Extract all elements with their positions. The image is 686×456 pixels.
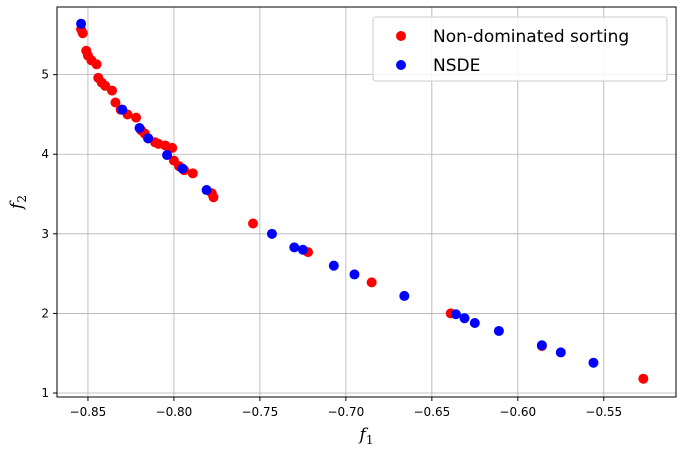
non-dominated-sorting-point (366, 277, 377, 288)
nsde-point (162, 150, 173, 161)
y-axis-label-sub: 2 (15, 195, 29, 203)
nsde-point (399, 290, 410, 301)
non-dominated-sorting-point (208, 192, 219, 203)
legend-marker-nsde (396, 60, 406, 70)
nsde-point (266, 228, 277, 239)
nsde-point (328, 260, 339, 271)
data-points (76, 18, 649, 384)
plot-frame (56, 6, 677, 398)
nsde-point (493, 325, 504, 336)
non-dominated-sorting-point (167, 142, 178, 153)
nsde-point (459, 313, 470, 324)
nsde-point (450, 309, 461, 320)
legend-label-non-dominated-sorting: Non-dominated sorting (433, 27, 629, 47)
nsde-point (469, 317, 480, 328)
non-dominated-sorting-point (187, 168, 198, 179)
non-dominated-sorting-point (248, 218, 259, 229)
nsde-point (76, 18, 87, 29)
non-dominated-sorting-point (91, 59, 102, 70)
x-tick-label: −0.75 (242, 405, 279, 419)
nsde-point (177, 163, 188, 174)
y-tick-label: 5 (41, 68, 49, 82)
y-tick-label: 2 (41, 306, 49, 320)
nsde-point (117, 104, 128, 115)
x-tick-label: −0.85 (70, 405, 107, 419)
non-dominated-sorting-point (107, 85, 118, 96)
x-tick-label: −0.55 (585, 405, 622, 419)
y-axis-label: f2 (7, 195, 29, 211)
legend-label-nsde: NSDE (433, 56, 480, 76)
non-dominated-sorting-point (110, 97, 121, 108)
x-axis-label-main: f (358, 425, 369, 445)
legend-marker-non-dominated-sorting (396, 31, 406, 41)
non-dominated-sorting-point (131, 112, 142, 123)
x-axis-label-sub: 1 (366, 433, 374, 447)
legend: Non-dominated sorting NSDE (372, 16, 668, 82)
x-tick-label: −0.80 (156, 405, 193, 419)
x-axis-label: f1 (358, 425, 374, 447)
nsde-point (349, 269, 360, 280)
y-tick-label: 1 (41, 386, 49, 400)
x-tick-label: −0.70 (327, 405, 364, 419)
axis-ticks: −0.85 −0.80 −0.75 −0.70 −0.65 −0.60 −0.55 1 2 3 4 5 (41, 68, 622, 419)
nsde-point (588, 357, 599, 368)
y-tick-label: 3 (41, 227, 49, 241)
nsde-point (297, 244, 308, 255)
non-dominated-sorting-point (77, 28, 88, 39)
x-tick-label: −0.60 (499, 405, 536, 419)
non-dominated-sorting-point (638, 373, 649, 384)
y-axis-label-main: f (7, 200, 27, 211)
nsde-point (289, 242, 300, 253)
nsde-point (143, 133, 154, 144)
nsde-point (134, 122, 145, 133)
nsde-point (555, 347, 566, 358)
nsde-point (536, 340, 547, 351)
x-tick-label: −0.65 (413, 405, 450, 419)
legend-box (372, 16, 668, 82)
y-tick-label: 4 (41, 147, 49, 161)
nsde-point (201, 185, 212, 196)
